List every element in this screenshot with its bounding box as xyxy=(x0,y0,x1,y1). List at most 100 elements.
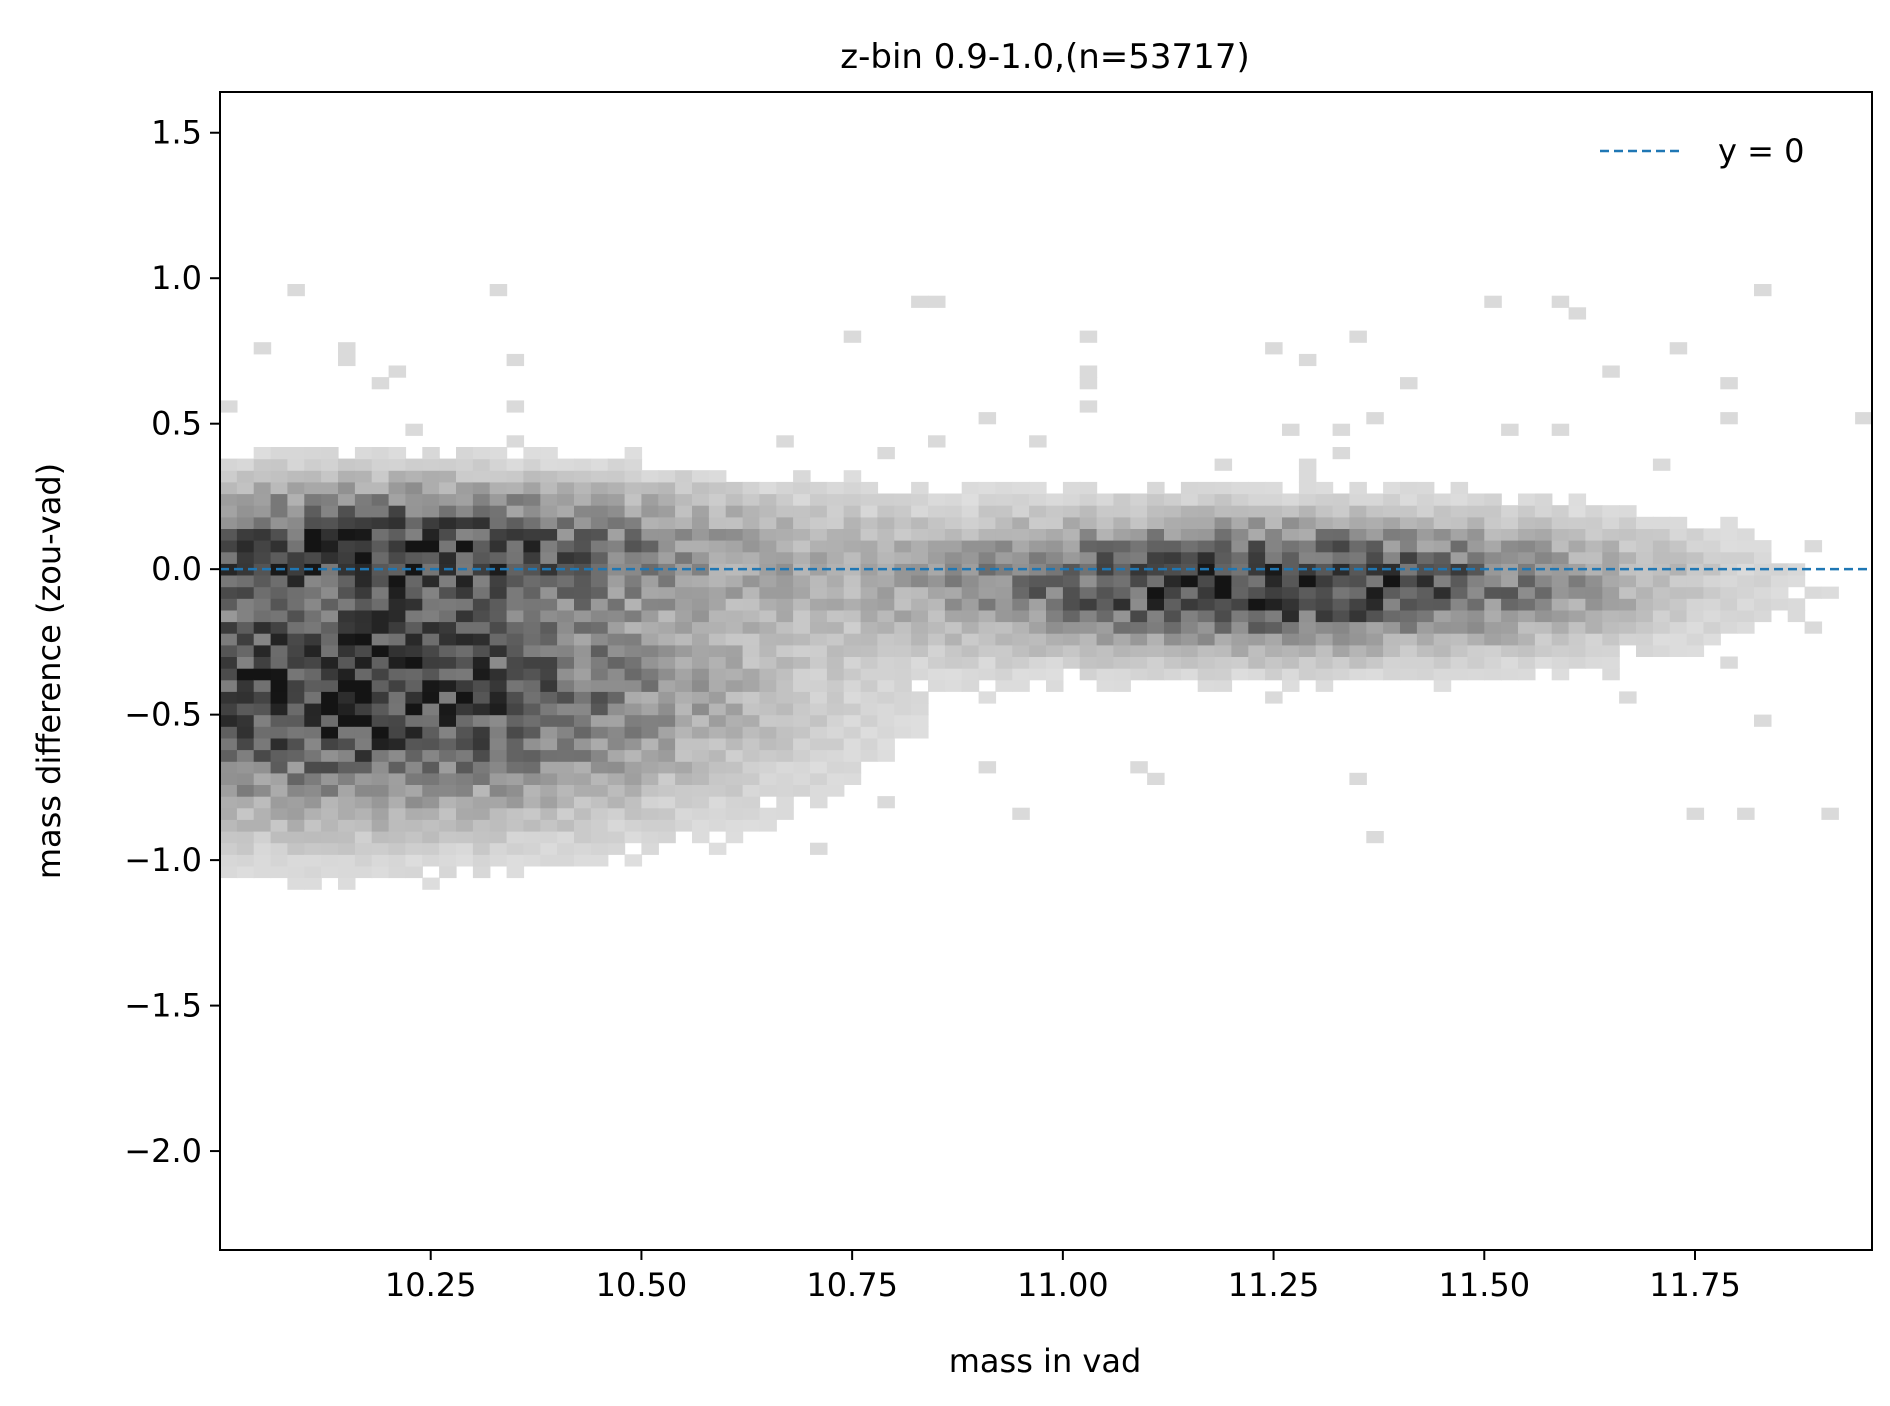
heatmap-bin xyxy=(354,586,373,599)
heatmap-bin xyxy=(472,703,491,716)
heatmap-bin xyxy=(1652,540,1671,553)
heatmap-bin xyxy=(1720,598,1738,611)
heatmap-bin xyxy=(1298,575,1317,588)
heatmap-bin xyxy=(270,644,289,657)
heatmap-bin xyxy=(658,563,676,576)
heatmap-bin xyxy=(1349,772,1367,785)
heatmap-bin xyxy=(1433,621,1452,634)
heatmap-bin xyxy=(1130,551,1148,564)
heatmap-bin xyxy=(1046,621,1064,634)
heatmap-bin xyxy=(641,819,659,832)
heatmap-bin xyxy=(1383,609,1401,623)
heatmap-bin xyxy=(607,586,626,599)
heatmap-bin xyxy=(1265,621,1283,634)
heatmap-bin xyxy=(793,575,811,588)
heatmap-bin xyxy=(607,842,626,855)
heatmap-bin xyxy=(354,656,373,669)
heatmap-bin xyxy=(1501,586,1519,599)
heatmap-bin xyxy=(776,493,794,506)
heatmap-bin xyxy=(1265,598,1283,611)
heatmap-bin xyxy=(388,714,407,727)
heatmap-bin xyxy=(523,726,541,739)
heatmap-bin xyxy=(540,516,558,529)
heatmap-bin xyxy=(1652,621,1671,634)
heatmap-bin xyxy=(1147,644,1165,657)
heatmap-bin xyxy=(911,551,929,564)
heatmap-bin xyxy=(708,737,727,751)
heatmap-bin xyxy=(220,458,238,471)
heatmap-bin xyxy=(321,772,339,785)
heatmap-bin xyxy=(220,656,238,669)
heatmap-bin xyxy=(1669,621,1688,634)
heatmap-bin xyxy=(1518,668,1536,681)
heatmap-bin xyxy=(1282,505,1300,518)
heatmap-bin xyxy=(338,481,356,495)
heatmap-bin xyxy=(304,831,322,844)
heatmap-bin xyxy=(658,784,676,797)
heatmap-bin xyxy=(472,609,491,623)
heatmap-bin xyxy=(371,575,390,588)
heatmap-bin xyxy=(1450,540,1469,553)
heatmap-bin xyxy=(1231,481,1249,495)
heatmap-bin xyxy=(456,656,474,669)
heatmap-bin xyxy=(1568,540,1587,553)
heatmap-bin xyxy=(978,691,997,704)
heatmap-bin xyxy=(506,353,525,367)
heatmap-bin xyxy=(1720,412,1738,425)
heatmap-bin xyxy=(1231,598,1249,611)
heatmap-bin xyxy=(574,761,592,774)
heatmap-bin xyxy=(877,621,895,634)
heatmap-bin xyxy=(506,668,525,681)
heatmap-bin xyxy=(877,505,895,518)
heatmap-bin xyxy=(388,447,407,460)
heatmap-bin xyxy=(540,528,558,541)
heatmap-bin xyxy=(826,516,845,529)
heatmap-bin xyxy=(810,796,828,809)
heatmap-bin xyxy=(220,481,238,495)
heatmap-bin xyxy=(759,575,777,588)
heatmap-bin xyxy=(725,575,744,588)
heatmap-bin xyxy=(388,772,407,785)
heatmap-bin xyxy=(759,807,777,820)
heatmap-bin xyxy=(590,575,609,588)
heatmap-bin xyxy=(1484,505,1502,518)
heatmap-bin xyxy=(1686,575,1705,588)
heatmap-bin xyxy=(523,481,541,495)
heatmap-bin xyxy=(557,807,575,820)
heatmap-bin xyxy=(287,447,305,460)
heatmap-bin xyxy=(624,505,643,518)
heatmap-bin xyxy=(1669,342,1688,355)
heatmap-bin xyxy=(1400,609,1418,623)
heatmap-bin xyxy=(826,528,845,541)
heatmap-bin xyxy=(692,679,710,692)
heatmap-bin xyxy=(321,633,339,646)
heatmap-bin xyxy=(1113,493,1131,506)
heatmap-bin xyxy=(590,644,609,657)
heatmap-bin xyxy=(1534,516,1553,529)
heatmap-bin xyxy=(270,865,289,879)
heatmap-bin xyxy=(557,575,575,588)
heatmap-bin xyxy=(557,679,575,692)
heatmap-bin xyxy=(338,353,356,367)
heatmap-bin xyxy=(1130,575,1148,588)
heatmap-bin xyxy=(1720,609,1738,623)
heatmap-bin xyxy=(371,784,390,797)
heatmap-bin xyxy=(1619,586,1637,599)
heatmap-bin xyxy=(1265,505,1283,518)
heatmap-bin xyxy=(944,516,963,529)
heatmap-bin xyxy=(253,551,272,564)
heatmap-bin xyxy=(1349,598,1367,611)
heatmap-bin xyxy=(1551,586,1570,599)
heatmap-bin xyxy=(489,551,508,564)
heatmap-bin xyxy=(270,505,289,518)
heatmap-bin xyxy=(877,551,895,564)
heatmap-bin xyxy=(540,493,558,506)
heatmap-bin xyxy=(810,644,828,657)
heatmap-bin xyxy=(1518,633,1536,646)
heatmap-bin xyxy=(692,761,710,774)
heatmap-bin xyxy=(422,784,440,797)
heatmap-bin xyxy=(1467,505,1485,518)
heatmap-bin xyxy=(1433,633,1452,646)
heatmap-bin xyxy=(911,598,929,611)
heatmap-bin xyxy=(793,516,811,529)
